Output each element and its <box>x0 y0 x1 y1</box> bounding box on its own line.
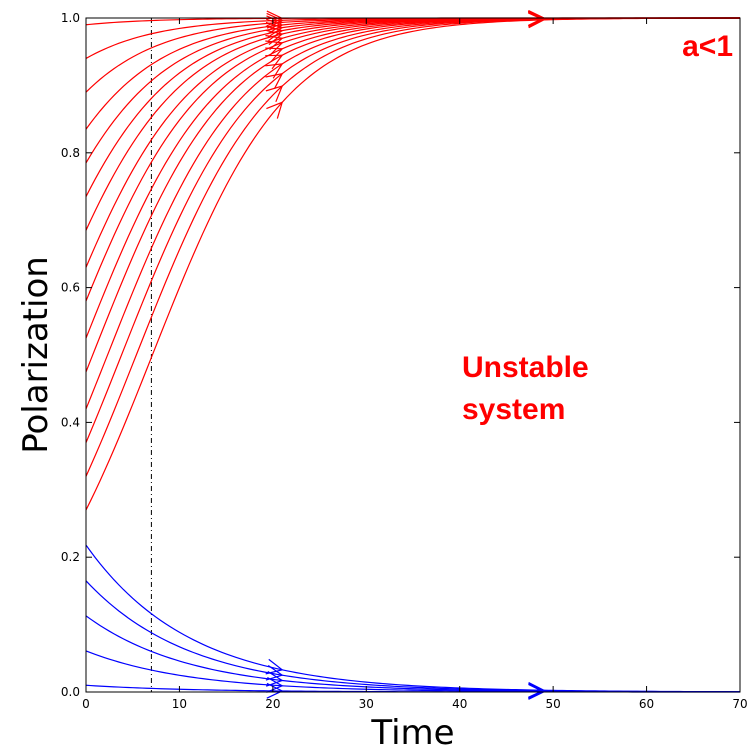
red-curve-9 <box>85 17 740 231</box>
red-arrow-10-1 <box>265 25 284 42</box>
blue-curve-3 <box>85 615 741 693</box>
x-tick-label-20: 20 <box>265 697 280 711</box>
blue-curve-2 <box>85 580 741 693</box>
annotation-unstable-system: Unstable system <box>462 351 597 426</box>
red-curve-2 <box>85 17 741 477</box>
blue-arrow-3-1 <box>265 670 284 687</box>
blue-arrow-2-1 <box>265 664 284 681</box>
red-curve-12 <box>85 17 740 130</box>
y-tick-label-2: 0.4 <box>61 415 80 429</box>
blue-arrow-4-1 <box>266 676 284 693</box>
red-arrow-4-1 <box>265 63 284 79</box>
y-axis-label: Polarization <box>16 256 56 454</box>
plot-frame <box>85 17 741 693</box>
red-curve-5 <box>85 17 740 373</box>
y-tick-label-5: 1.0 <box>61 11 80 25</box>
x-tick-label-60: 60 <box>639 697 654 711</box>
red-curve-13 <box>85 17 740 93</box>
x-tick-label-30: 30 <box>359 697 374 711</box>
blue-arrow-1-1 <box>265 658 284 675</box>
red-arrow-3-1 <box>265 72 284 90</box>
red-arrow-7-1 <box>265 40 284 56</box>
x-tick-label-50: 50 <box>546 697 561 711</box>
red-curve-11 <box>85 17 740 164</box>
y-tick-label-1: 0.2 <box>61 550 80 564</box>
blue-curve-1 <box>85 544 741 693</box>
y-tick-label-3: 0.6 <box>61 281 80 295</box>
x-tick-label-40: 40 <box>452 697 467 711</box>
annotation-a-less-than-1: a<1 <box>682 30 733 63</box>
red-curve-1 <box>85 17 741 511</box>
red-arrow-5-1 <box>265 54 284 70</box>
red-curve-8 <box>85 17 740 268</box>
red-arrow-14-1 <box>266 12 284 29</box>
red-curve-4 <box>85 17 741 410</box>
red-arrow-12-1 <box>266 18 284 35</box>
ticks-layer: 0 10 20 30 40 50 60 70 0.0 0.2 0.4 0.6 0.8 1.0 <box>61 11 748 711</box>
red-curve-6 <box>85 17 741 339</box>
curves-layer <box>85 17 741 693</box>
y-tick-label-0: 0.0 <box>61 685 80 699</box>
x-tick-label-0: 0 <box>82 697 90 711</box>
x-tick-label-10: 10 <box>172 697 187 711</box>
red-arrow-2-1 <box>265 85 284 103</box>
red-curve-10 <box>85 17 740 197</box>
red-curve-7 <box>85 17 740 302</box>
arrows-layer <box>265 10 546 700</box>
annotation-line-system: system <box>462 393 565 426</box>
x-axis-label: Time <box>370 713 454 749</box>
red-arrow-1-1 <box>266 101 284 119</box>
blue-arrow-5-1 <box>266 682 284 699</box>
annotation-line-unstable: Unstable <box>462 351 589 384</box>
x-tick-label-70: 70 <box>732 697 747 711</box>
y-tick-label-4: 0.8 <box>61 146 80 160</box>
red-arrow-8-1 <box>265 34 284 51</box>
